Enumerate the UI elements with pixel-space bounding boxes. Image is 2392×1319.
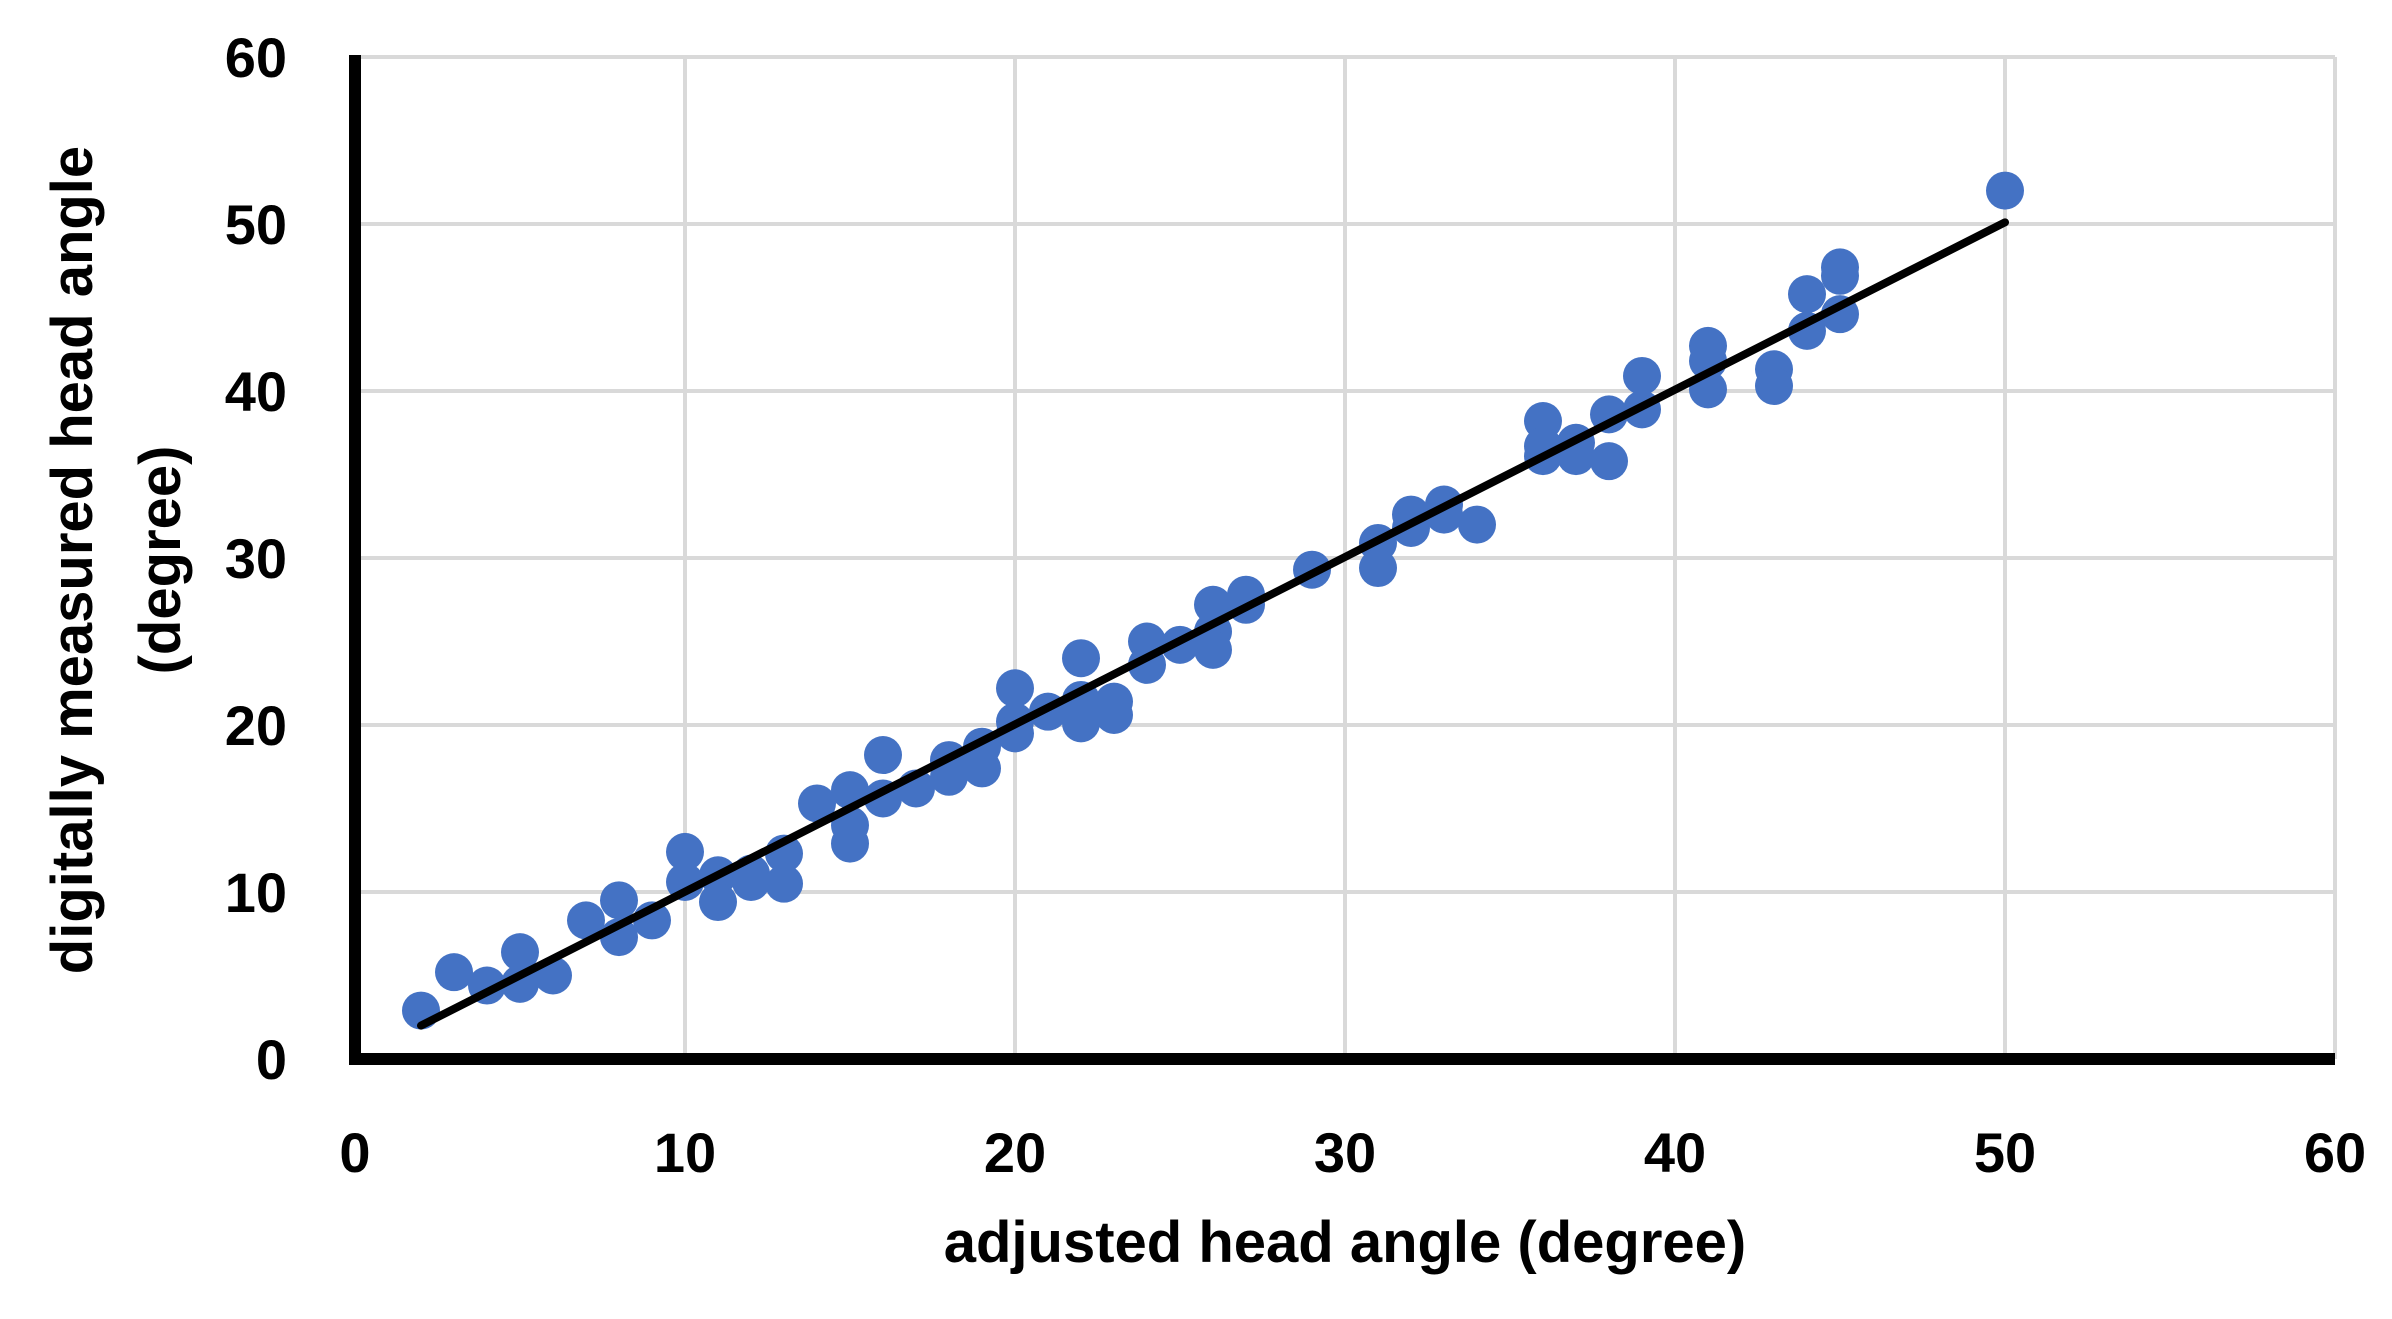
data-point [1194,585,1232,624]
x-tick-label: 0 [339,1121,370,1184]
data-point [1458,505,1496,544]
data-point [1788,275,1826,314]
y-tick-label: 10 [225,861,287,924]
data-point [864,736,902,775]
data-point [1359,549,1397,588]
y-tick-label: 30 [225,527,287,590]
data-point [1986,171,2024,210]
data-point [1095,695,1133,734]
tick-labels: 0 10 20 30 40 50 60 0 10 20 30 40 50 60 [225,26,2366,1184]
data-point [1755,366,1793,405]
y-tick-label: 40 [225,360,287,423]
data-point [666,832,704,871]
x-tick-label: 60 [2304,1121,2366,1184]
data-point [699,883,737,922]
y-axis-label-line1: digitally measured head angle [40,146,105,974]
x-tick-label: 30 [1314,1121,1376,1184]
data-points [402,171,2024,1030]
x-axis-label: adjusted head angle (degree) [944,1210,1747,1275]
x-tick-label: 20 [984,1121,1046,1184]
axes [349,55,2335,1065]
data-point [567,901,605,940]
y-axis-label-line2: (degree) [128,446,193,675]
y-tick-label: 20 [225,694,287,757]
data-point [435,953,473,992]
y-tick-label: 0 [256,1028,287,1091]
x-tick-label: 10 [654,1121,716,1184]
x-tick-label: 40 [1644,1121,1706,1184]
data-point [600,881,638,920]
data-point [732,862,770,901]
data-point [666,862,704,901]
y-tick-label: 50 [225,193,287,256]
data-point [930,757,968,796]
trendline-layer [417,218,2009,1030]
data-point [996,669,1034,708]
data-point [1194,630,1232,669]
data-point [963,749,1001,788]
trendline [417,218,2009,1030]
data-point [798,784,836,823]
data-point [1062,639,1100,678]
y-tick-label: 60 [225,26,287,89]
x-tick-label: 50 [1974,1121,2036,1184]
data-point [765,864,803,903]
data-point [1821,256,1859,295]
data-point [1062,704,1100,743]
data-point [1623,356,1661,395]
data-point [831,824,869,863]
data-point [1590,442,1628,481]
data-point [501,933,539,972]
